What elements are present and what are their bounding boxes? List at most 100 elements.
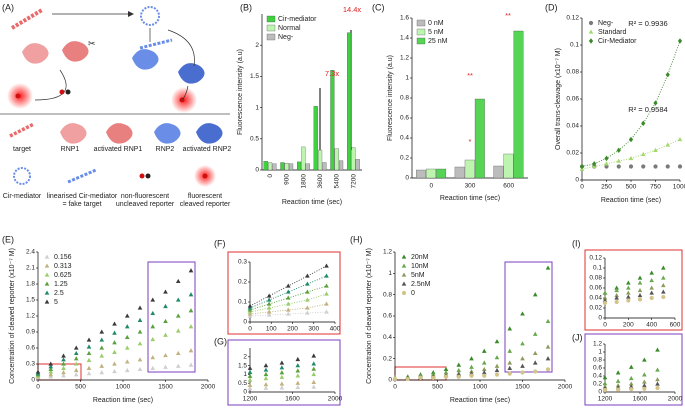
point <box>175 278 181 284</box>
point <box>311 361 317 366</box>
y-tick-label: 0.02 <box>566 150 579 157</box>
legend-label: Cir-mediator <box>3 193 42 200</box>
x-tick-label: 2000 <box>558 384 573 391</box>
point <box>602 295 608 300</box>
point <box>112 368 117 374</box>
point <box>266 309 272 314</box>
point <box>655 347 660 352</box>
point <box>150 336 156 342</box>
annotation: ** <box>505 11 511 20</box>
panel-label: (J) <box>572 332 583 342</box>
legend-label: fluorescent <box>188 193 222 200</box>
point <box>494 367 500 373</box>
legend-label: 5 <box>54 299 58 306</box>
legend-label: Cir-Mediator <box>598 38 637 45</box>
point <box>112 361 117 366</box>
point <box>626 285 631 290</box>
point <box>99 337 105 342</box>
x-tick-label: 1200 <box>243 396 258 403</box>
quencher <box>65 89 71 95</box>
x-tick-label: 1000 <box>673 184 685 191</box>
legend-label: 5nM <box>411 272 425 279</box>
inset-frame <box>584 249 683 331</box>
x-tick-label: 600 <box>670 322 681 329</box>
bar <box>339 160 344 171</box>
x-tick-label: 0 <box>603 322 607 329</box>
point <box>653 164 658 169</box>
y-tick-label: 0.04 <box>566 123 579 130</box>
zoom-box <box>147 261 196 373</box>
point <box>285 301 291 306</box>
y-tick-label: 0 <box>598 315 602 322</box>
legend-label: Cir-mediator <box>278 16 317 23</box>
point <box>137 329 143 334</box>
point <box>61 353 66 358</box>
point <box>86 344 92 349</box>
y-tick-label: 0.4 <box>400 135 409 142</box>
legend-label: 0 <box>411 290 415 297</box>
legend-icon <box>60 123 87 144</box>
point <box>124 359 130 364</box>
point <box>629 387 634 392</box>
point <box>653 147 658 152</box>
legend-swatch <box>416 37 426 45</box>
point <box>637 292 643 298</box>
bar <box>268 162 273 171</box>
legend-label: activated RNP1 <box>94 146 143 153</box>
bar <box>355 159 360 171</box>
bar <box>351 147 356 171</box>
panel-label: (I) <box>572 238 581 248</box>
point <box>285 307 291 312</box>
point <box>175 363 181 368</box>
point <box>641 120 646 127</box>
legend-icon <box>9 122 35 138</box>
panel-label: (B) <box>240 2 252 12</box>
point <box>677 38 683 44</box>
y-tick-label: 1 <box>598 349 602 356</box>
legend-label: 0.313 <box>54 263 72 270</box>
x-tick-label: 1000 <box>473 384 488 391</box>
point <box>295 356 301 362</box>
point <box>602 300 608 306</box>
point <box>392 376 398 382</box>
point <box>61 373 66 378</box>
point <box>124 367 130 373</box>
point <box>295 380 301 385</box>
point <box>628 384 634 389</box>
point <box>48 366 54 372</box>
activated-rnp2 <box>178 63 205 84</box>
point <box>86 365 92 370</box>
bar <box>513 30 524 179</box>
point <box>279 385 285 390</box>
x-tick-label: 1600 <box>285 396 300 403</box>
point <box>48 361 54 366</box>
point <box>637 297 643 302</box>
point <box>661 275 666 280</box>
point <box>418 375 423 380</box>
point <box>616 158 622 163</box>
point <box>661 294 666 300</box>
point <box>642 379 647 384</box>
point <box>73 345 79 350</box>
legend-marker <box>401 290 407 296</box>
x-tick-label: 0 <box>430 183 434 190</box>
point <box>99 345 105 350</box>
point <box>61 365 66 370</box>
bar <box>416 169 426 179</box>
point <box>188 308 194 313</box>
legend-icon <box>202 173 208 179</box>
point <box>311 379 317 384</box>
point <box>532 360 538 365</box>
point <box>247 385 253 391</box>
x-tick-label: 3600 <box>317 174 324 189</box>
point <box>263 367 269 372</box>
x-tick-label: 1500 <box>515 384 530 391</box>
point <box>311 353 317 358</box>
point <box>655 385 660 391</box>
point <box>324 283 329 288</box>
legend-label: uncleaved reporter <box>116 201 175 208</box>
point <box>188 292 194 297</box>
point <box>175 313 181 318</box>
point <box>86 357 92 362</box>
